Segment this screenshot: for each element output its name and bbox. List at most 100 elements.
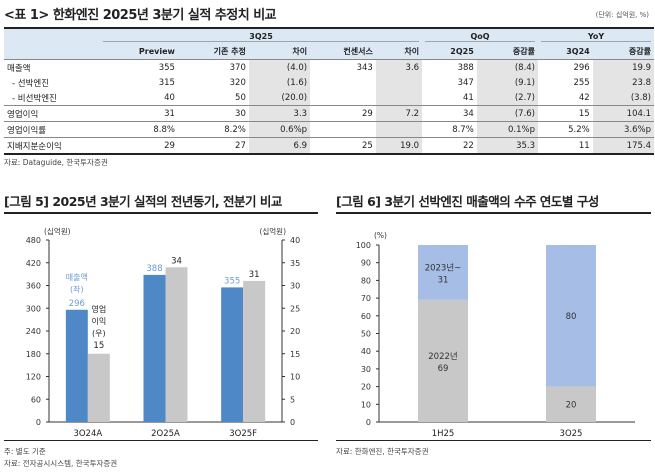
row-label: - 비선박엔진: [12, 93, 57, 104]
data-label-revenue: 296: [69, 299, 85, 309]
estimate-table: 3Q25 QoQ YoY Preview 기존 추정 차이 컨센서스 차이 2Q25 증감률…: [4, 27, 654, 155]
series-label-operating-profit: 이익: [91, 316, 106, 326]
table-row: - 비선박엔진 40 50 (20.0) 41 (2.7) 42 (3.8): [4, 90, 654, 106]
y-tick-label-left: 480: [26, 236, 41, 245]
table-title: <표 1> 한화엔진 2025년 3분기 실적 추정치 비교: [4, 8, 277, 23]
fig6-title: [그림 6] 3분기 선박엔진 매출액의 수주 연도별 구성: [336, 194, 599, 209]
divider: [336, 212, 651, 214]
series-label: 2022년: [428, 351, 457, 362]
series-label-operating-profit: 영업: [91, 304, 106, 314]
table-cell: 34: [462, 108, 474, 119]
table-cell: [310, 75, 376, 90]
table-cell: 388: [457, 62, 474, 73]
table-cell: [375, 121, 423, 138]
bar-revenue: [65, 309, 88, 422]
column-header: 차이: [375, 44, 423, 60]
table-cell: 0.6%p: [248, 121, 311, 138]
y-tick-label-right: 5: [290, 395, 295, 404]
table-cell: (9.1): [476, 75, 538, 90]
table-cell: [310, 90, 376, 106]
table-cell: 7.2: [375, 105, 423, 122]
series-label-revenue: 매출액: [66, 272, 88, 282]
table-row: 지배지분순이익 29 27 6.9 25 19.0 22 35.3 11 175.4: [4, 137, 654, 154]
y-tick-label-right: 0: [290, 418, 295, 427]
table-cell: 8.7%: [452, 124, 474, 135]
row-label: 지배지분순이익: [7, 141, 62, 152]
table-cell: 11: [578, 140, 590, 151]
x-tick-label: 3Q24A: [73, 429, 102, 436]
divider: [336, 440, 651, 441]
data-label-revenue: 355: [224, 276, 240, 286]
table-cell: 8.8%: [153, 124, 175, 135]
bar-segment: [546, 386, 596, 422]
table-cell: [310, 122, 376, 138]
y-tick-label: 70: [361, 294, 371, 303]
table-cell: 175.4: [592, 137, 654, 154]
table-cell: 40: [164, 92, 175, 103]
table-cell: (7.6): [476, 105, 538, 122]
table-cell: 23.8: [592, 75, 654, 90]
table-cell: 3.3: [248, 105, 311, 122]
table-cell: 22: [462, 140, 474, 151]
table-cell: 370: [229, 62, 246, 73]
y-tick-label-right: 15: [290, 350, 300, 359]
y-axis-label-right: (십억원): [259, 227, 286, 236]
group-header: QoQ: [422, 28, 538, 44]
y-tick-label-left: 240: [26, 327, 41, 336]
fig5-note: 주: 별도 기준: [4, 447, 46, 456]
table-cell: 104.1: [592, 105, 654, 122]
data-label: 20: [566, 400, 577, 410]
x-tick-label: 3Q25: [560, 429, 583, 436]
y-tick-label: 50: [361, 330, 371, 339]
table-cell: [375, 75, 423, 90]
y-tick-label: 100: [356, 241, 371, 250]
table-cell: 3.6: [375, 59, 423, 75]
group-header: 3Q25: [100, 28, 423, 44]
y-tick-label: 20: [361, 383, 371, 392]
column-header: 증감률: [592, 44, 654, 60]
fig6-chart: 0 10 20 30 40 50 60 70 80 90 100(%) 2022년 69 2023년~ 31…: [356, 231, 635, 436]
y-tick-label-left: 60: [31, 395, 41, 404]
y-tick-label-right: 10: [290, 373, 300, 382]
fig6-source: 자료: 한화엔진, 한국투자증권: [336, 447, 429, 456]
y-tick-label-left: 300: [26, 304, 41, 313]
y-tick-label-left: 0: [36, 418, 41, 427]
row-label: - 선박엔진: [12, 78, 50, 89]
table-cell: 25: [362, 140, 373, 151]
table-cell: 27: [235, 140, 246, 151]
table-cell: (3.8): [592, 90, 654, 106]
table-row: 매출액 355 370 (4.0) 343 3.6 388 (8.4) 296 19.9: [4, 59, 654, 75]
table-cell: 8.2%: [224, 124, 246, 135]
column-header: 차이: [248, 44, 311, 60]
table-cell: 50: [235, 92, 246, 103]
table-cell: (2.7): [476, 90, 538, 106]
y-tick-label: 40: [361, 347, 371, 356]
y-tick-label: 30: [361, 365, 371, 374]
column-header: Preview: [100, 44, 178, 60]
divider: [4, 212, 318, 214]
y-tick-label-right: 25: [290, 304, 300, 313]
table-cell: 19.0: [375, 137, 423, 154]
table-cell: 343: [356, 62, 373, 73]
divider: [4, 440, 318, 441]
table-cell: 255: [573, 77, 590, 88]
table-cell: 347: [457, 77, 474, 88]
bar-operating-profit: [243, 280, 266, 422]
table-cell: (4.0): [248, 59, 311, 75]
y-tick-label: 0: [366, 418, 371, 427]
table-cell: 29: [164, 140, 175, 151]
bar-revenue: [221, 287, 244, 422]
y-tick-label: 60: [361, 312, 371, 321]
table-cell: 29: [362, 108, 373, 119]
x-tick-label: 1H25: [432, 429, 455, 436]
x-tick-label: 3Q25F: [229, 429, 257, 436]
table-cell: 355: [158, 62, 175, 73]
table-cell: 5.2%: [568, 124, 590, 135]
y-tick-label: 90: [361, 259, 371, 268]
table-cell: 6.9: [248, 137, 311, 154]
table-cell: 19.9: [592, 59, 654, 75]
bar-segment: [418, 299, 468, 422]
fig5-chart: 0 60 120 180 240 300 360 420 480 0 5 10 15 20 25 30 35 40…: [26, 227, 300, 436]
column-header: 기존 추정: [177, 44, 249, 60]
column-header: 증감률: [476, 44, 538, 60]
